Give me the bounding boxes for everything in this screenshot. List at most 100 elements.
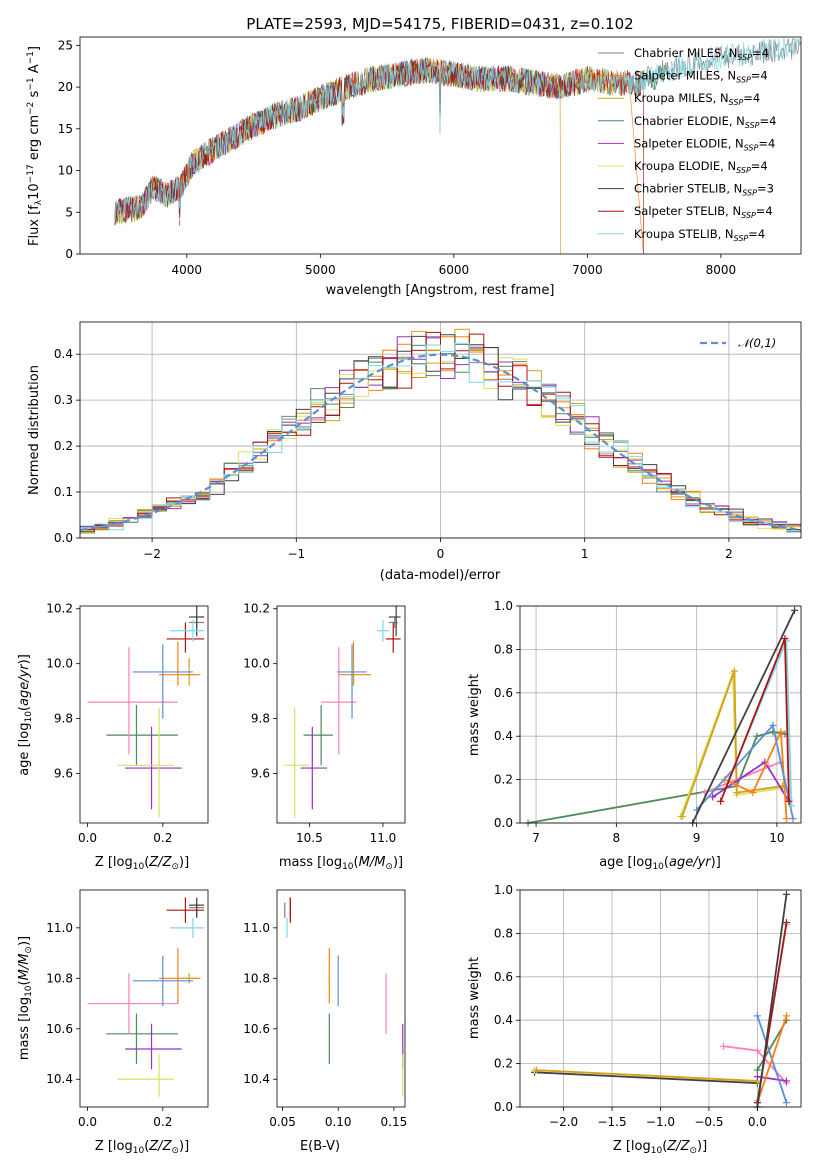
x-tick-label: 5000 [305,263,336,277]
mw-z-xlabel: Z [log10(Z/Z⊙)] [613,1139,707,1156]
spectrum-panel: PLATE=2593, MJD=54175, FIBERID=0431, z=0… [26,15,802,298]
axes-frame [79,605,209,824]
y-tick-label: 0.2 [54,439,73,453]
residual-histogram-panel: −2 −1 0 1 2 0.0 0.1 0.2 0.3 0.4 𝒩(0,1) (data-mode… [27,321,802,583]
x-tick-label: 0.2 [153,831,172,845]
mw-age-ylabel: mass weight [467,674,482,756]
x-tick-label: 6000 [439,263,470,277]
y-tick-label: 10.4 [243,1072,270,1086]
mass-ebv-xlabel: E(B-V) [300,1139,340,1154]
y-tick-label: 15 [58,122,73,136]
y-tick-label: 0.2 [494,773,513,787]
mass-weight-vs-metallicity-panel: −2.0 −1.5 −1.0 −0.5 0.0 0.0 0.2 0.4 0.6 0.8 1.0 [494,883,802,1129]
y-tick-label: 5 [65,205,73,219]
histogram-xlabel: (data-model)/error [380,568,501,583]
y-tick-label: 0.0 [54,531,73,545]
y-tick-label: 0.1 [54,485,73,499]
x-tick-label: 2 [725,547,733,561]
spectrum-title: PLATE=2593, MJD=54175, FIBERID=0431, z=0… [246,15,633,33]
mw-z-line-0 [534,1071,758,1084]
x-tick-label: 9 [693,831,701,845]
y-tick-label: 25 [58,38,73,52]
y-tick-label: 0.4 [494,729,513,743]
mw-age-line-8 [691,609,796,824]
legend-label-1: Salpeter MILES, NSSP=4 [634,69,768,85]
y-tick-label: 0.8 [494,926,513,940]
mw-z-line-10 [756,894,788,1108]
histogram-ticks: −2 −1 0 1 2 0.0 0.1 0.2 0.3 0.4 [54,347,733,561]
y-tick-label: 10.0 [243,657,270,671]
y-tick-label: 0.0 [494,1100,513,1114]
y-tick-label: 1.0 [494,883,513,897]
axes-frame [519,605,802,824]
spectrum-ticks: 4000 5000 6000 7000 8000 0 5 10 15 20 25 [58,38,736,277]
axes-frame [79,889,209,1108]
y-tick-label: 10.6 [46,1022,73,1036]
legend-label-7: Salpeter STELIB, NSSP=4 [634,204,773,220]
axes-frame [276,889,406,1108]
x-tick-label: −2 [143,547,161,561]
y-tick-label: 0.3 [54,393,73,407]
x-tick-label: 7 [532,831,540,845]
x-tick-label: 8 [613,831,621,845]
y-tick-label: 0.8 [494,642,513,656]
x-tick-label: 0.05 [269,1115,296,1129]
y-tick-label: 0.6 [494,970,513,984]
y-tick-label: 9.8 [54,712,73,726]
x-tick-label: 0.0 [78,831,97,845]
x-tick-label: −1.5 [597,1115,626,1129]
legend-label-3: Chabrier ELODIE, NSSP=4 [634,114,776,130]
y-tick-label: 0.6 [494,686,513,700]
age-z-xlabel: Z [log10(Z/Z⊙)] [95,855,189,872]
mass-vs-metallicity-panel: 0.0 0.2 10.4 10.6 10.8 11.0 [46,889,209,1129]
y-tick-label: 11.0 [46,921,73,935]
y-tick-label: 1.0 [494,599,513,613]
x-tick-label: 0.0 [78,1115,97,1129]
x-tick-label: 4000 [172,263,203,277]
x-tick-label: −1 [287,547,305,561]
x-tick-label: −0.5 [694,1115,723,1129]
histogram-ylabel: Normed distribution [27,365,42,495]
x-tick-label: 8000 [706,263,737,277]
spectrum-xlabel: wavelength [Angstrom, rest frame] [326,283,555,298]
y-tick-label: 9.8 [251,712,270,726]
mw-z-line-3 [723,1045,788,1084]
legend-label-8: Kroupa STELIB, NSSP=4 [634,227,765,243]
histogram-legend-label: 𝒩(0,1) [738,336,776,350]
legend-label-4: Salpeter ELODIE, NSSP=4 [634,136,775,152]
y-tick-label: 0.4 [54,347,73,361]
y-tick-label: 20 [58,80,73,94]
mass-vs-ebv-panel: 0.05 0.10 0.15 10.4 10.6 10.8 11.0 [243,889,408,1129]
y-tick-label: 10.2 [46,602,73,616]
mw-age-line-9 [719,638,790,802]
mw-z-line-7 [756,1015,788,1103]
axes-frame [276,605,406,824]
y-tick-label: 9.6 [251,767,270,781]
y-tick-label: 10.0 [46,657,73,671]
spectrum-line-8 [114,37,801,226]
age-vs-mass-panel: 10.5 11.0 9.6 9.8 10.0 10.2 [243,602,406,845]
x-tick-label: 0.2 [153,1115,172,1129]
y-tick-label: 10.4 [46,1072,73,1086]
x-tick-label: 0 [437,547,445,561]
mw-age-line-0 [527,730,786,824]
x-tick-label: 0.15 [381,1115,408,1129]
legend-label-6: Chabrier STELIB, NSSP=3 [634,182,774,198]
spectrum-lines [114,37,801,255]
age-vs-metallicity-panel: 0.0 0.2 9.6 9.8 10.0 10.2 [46,602,209,845]
mw-age-xlabel: age [log10(age/yr)] [599,855,721,872]
mw-z-line-2 [536,1069,758,1082]
x-tick-label: −2.0 [549,1115,578,1129]
y-tick-label: 11.0 [243,921,270,935]
x-tick-label: 0.10 [325,1115,352,1129]
x-tick-label: −1.0 [646,1115,675,1129]
age-z-ylabel: age [log10(age/yr)] [17,654,34,776]
spectrum-ylabel: Flux [fλ10−17 erg cm−2 s−1 A−1] [26,46,44,246]
age-mass-xlabel: mass [log10(M/M⊙)] [279,855,403,872]
x-tick-label: 0.0 [748,1115,767,1129]
x-tick-label: 1 [581,547,589,561]
y-tick-label: 10.6 [243,1022,270,1036]
y-tick-label: 10 [58,164,73,178]
y-tick-label: 9.6 [54,767,73,781]
